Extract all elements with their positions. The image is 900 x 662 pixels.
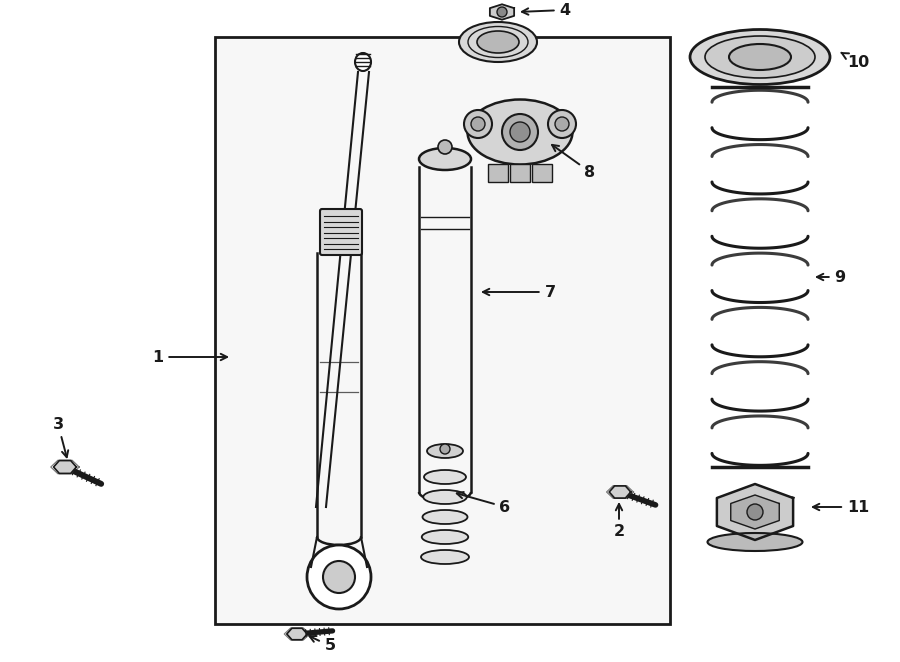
Ellipse shape: [355, 53, 371, 71]
Circle shape: [464, 110, 492, 138]
Circle shape: [438, 140, 452, 154]
Text: 6: 6: [457, 492, 510, 514]
Polygon shape: [490, 4, 514, 20]
Text: 2: 2: [614, 504, 625, 540]
Ellipse shape: [707, 533, 803, 551]
Circle shape: [548, 110, 576, 138]
Ellipse shape: [690, 30, 830, 85]
Circle shape: [307, 545, 371, 609]
Text: 11: 11: [813, 500, 869, 514]
Ellipse shape: [422, 530, 468, 544]
Polygon shape: [609, 486, 631, 498]
Ellipse shape: [424, 470, 466, 484]
Ellipse shape: [705, 36, 815, 78]
Bar: [532, 164, 552, 182]
Bar: [510, 164, 530, 182]
Ellipse shape: [477, 31, 519, 53]
Polygon shape: [54, 461, 76, 473]
Ellipse shape: [419, 148, 471, 170]
Circle shape: [323, 561, 355, 593]
Ellipse shape: [459, 22, 537, 62]
Text: 3: 3: [52, 416, 68, 457]
Bar: [488, 164, 508, 182]
Text: 4: 4: [522, 3, 571, 17]
Polygon shape: [287, 628, 307, 639]
Ellipse shape: [427, 444, 463, 458]
Circle shape: [747, 504, 763, 520]
Polygon shape: [731, 495, 779, 529]
Text: 7: 7: [483, 285, 555, 299]
Ellipse shape: [467, 99, 572, 164]
Text: 10: 10: [842, 53, 869, 70]
Circle shape: [510, 122, 530, 142]
FancyBboxPatch shape: [320, 209, 362, 255]
Text: 1: 1: [152, 350, 227, 365]
Circle shape: [471, 117, 485, 131]
Ellipse shape: [423, 490, 467, 504]
Bar: [215, 37, 670, 624]
Ellipse shape: [729, 44, 791, 70]
Text: 9: 9: [817, 269, 846, 285]
Text: 5: 5: [310, 636, 336, 653]
Ellipse shape: [421, 550, 469, 564]
Polygon shape: [717, 484, 793, 540]
Text: 8: 8: [552, 145, 596, 179]
Ellipse shape: [422, 510, 467, 524]
Circle shape: [440, 444, 450, 454]
Circle shape: [497, 7, 507, 17]
Circle shape: [555, 117, 569, 131]
Circle shape: [502, 114, 538, 150]
